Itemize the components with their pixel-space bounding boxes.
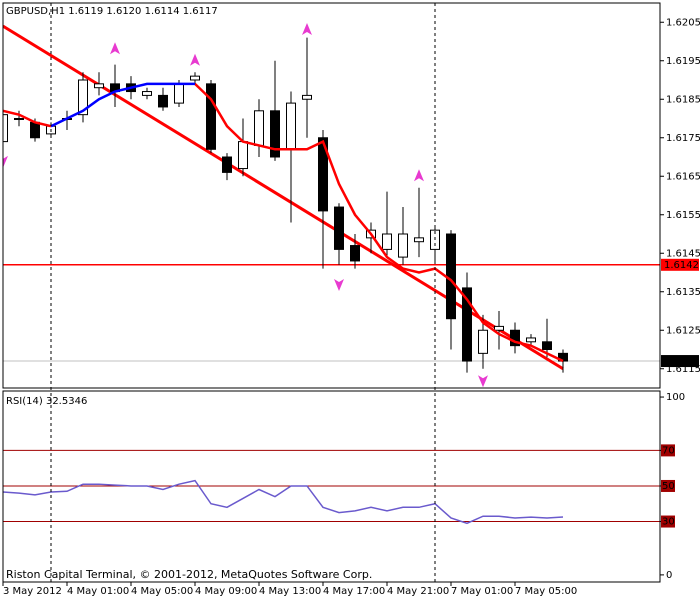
candle-body <box>3 114 8 143</box>
y-tick-label: 1.6165 <box>666 171 700 182</box>
price-title: GBPUSD,H1 1.6119 1.6120 1.6114 1.6117 <box>6 6 218 17</box>
rsi-title: RSI(14) 32.5346 <box>6 396 87 407</box>
rsi-level-box <box>661 444 675 457</box>
x-tick-label: 7 May 01:00 <box>451 586 513 597</box>
candle-body <box>318 137 328 212</box>
candle-body <box>254 110 264 146</box>
candle-body <box>542 341 552 350</box>
candle-body <box>414 237 424 243</box>
x-tick-label: 4 May 01:00 <box>67 586 129 597</box>
candle-body <box>334 206 344 250</box>
y-tick-label: 1.6195 <box>666 56 700 67</box>
candle-body <box>446 233 456 320</box>
moving-average <box>50 82 195 128</box>
candle-body <box>398 233 408 258</box>
rsi-tick-label: 70 <box>662 445 675 456</box>
x-tick-label: 7 May 05:00 <box>515 586 577 597</box>
rsi-line <box>3 479 564 525</box>
y-tick-label: 1.6115 <box>666 364 700 375</box>
candle-body <box>238 141 248 170</box>
rsi-tick-label: 100 <box>666 392 685 403</box>
candle-body <box>142 91 152 96</box>
candle-body <box>510 329 520 347</box>
candle-body <box>526 337 536 343</box>
candle-body <box>270 110 280 158</box>
x-tick-label: 4 May 05:00 <box>131 586 193 597</box>
x-tick-label: 4 May 21:00 <box>387 586 449 597</box>
axes: 1.6205 1.6195 1.6185 1.6175 1.6165 1.6155 1.61… <box>2 17 700 597</box>
fractal-up <box>414 169 424 182</box>
fractal-down <box>3 155 8 168</box>
level-price-box <box>661 258 699 271</box>
x-tick-label: 3 May 2012 <box>3 586 62 597</box>
candle-body <box>302 94 312 100</box>
price-panel <box>3 22 660 388</box>
rsi-level-box <box>661 479 675 492</box>
candle-body <box>382 233 392 250</box>
last-price-label: 1.6117 <box>664 356 699 367</box>
fractal-up <box>190 53 200 66</box>
rsi-panel <box>3 449 660 525</box>
candle-body <box>94 83 104 89</box>
footer: Riston Capital Terminal, © 2001-2012, Me… <box>6 568 372 581</box>
candle-body <box>462 287 472 362</box>
y-tick-label: 1.6205 <box>666 17 700 28</box>
rsi-tick-label: 0 <box>666 570 672 581</box>
candle-body <box>494 325 504 331</box>
candle-body <box>286 102 296 150</box>
candle-body <box>78 79 88 116</box>
rsi-tick-label: 30 <box>662 517 675 528</box>
fractal-down <box>478 375 488 388</box>
y-tick-label: 1.6135 <box>666 287 700 298</box>
candle-body <box>158 94 168 108</box>
fractal-up <box>110 42 120 55</box>
candle-body <box>558 352 568 362</box>
y-tick-label: 1.6145 <box>666 248 700 259</box>
last-price-box <box>661 355 699 368</box>
candle-body <box>222 156 232 173</box>
fractal-up <box>302 22 312 35</box>
rsi-frame <box>2 390 661 583</box>
rsi-tick-label: 50 <box>662 481 675 492</box>
x-tick-label: 4 May 17:00 <box>323 586 385 597</box>
candle-body <box>478 329 488 354</box>
candle-body <box>174 83 184 104</box>
candle-body <box>206 83 216 150</box>
price-frame <box>2 2 661 389</box>
x-tick-label: 4 May 13:00 <box>259 586 321 597</box>
y-tick-label: 1.6175 <box>666 133 700 144</box>
rsi-level-box <box>661 515 675 528</box>
y-tick-label: 1.6125 <box>666 325 700 336</box>
candle-body <box>14 118 24 120</box>
y-tick-label: 1.6185 <box>666 94 700 105</box>
moving-average <box>3 82 564 363</box>
candle-body <box>30 121 40 139</box>
y-tick-label: 1.6155 <box>666 210 700 221</box>
level-price-label: 1.6142 <box>664 260 699 271</box>
x-tick-label: 4 May 09:00 <box>195 586 257 597</box>
fractal-down <box>334 279 344 292</box>
candle-body <box>350 245 360 262</box>
candle-body <box>190 75 200 81</box>
